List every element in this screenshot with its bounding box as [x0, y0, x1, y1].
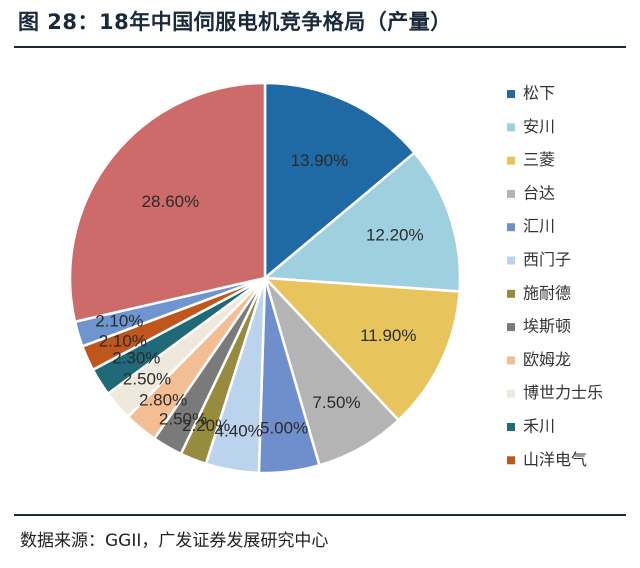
legend-swatch-10 — [507, 423, 515, 431]
slice-label-13: 28.60% — [142, 192, 200, 211]
legend-swatch-4 — [507, 223, 515, 232]
legend-label-6: 施耐德 — [523, 283, 571, 302]
slice-label-4: 5.00% — [260, 418, 308, 437]
title-rule — [14, 46, 626, 48]
figure-title: 图 28：18年中国伺服电机竞争格局（产量） — [18, 10, 452, 34]
source-note: 数据来源：GGII，广发证券发展研究中心 — [20, 531, 329, 551]
legend-swatch-11 — [507, 456, 515, 465]
legend-label-5: 西门子 — [523, 250, 571, 269]
legend-swatch-5 — [507, 256, 515, 265]
slice-label-6: 2.20% — [182, 416, 230, 435]
pie-slices — [68, 81, 462, 475]
pie-labels: 13.90%12.20%11.90%7.50%5.00%4.40%2.20%2.… — [95, 151, 423, 440]
legend-label-1: 安川 — [523, 117, 555, 136]
legend-label-8: 欧姆龙 — [523, 350, 571, 369]
pie-slice-0 — [263, 81, 417, 281]
slice-label-0: 13.90% — [291, 151, 349, 170]
legend-swatch-2 — [507, 156, 515, 165]
slice-label-10: 2.30% — [112, 349, 160, 368]
slice-label-8: 2.80% — [139, 391, 187, 410]
legend-label-10: 禾川 — [523, 417, 555, 436]
legend-label-3: 台达 — [523, 183, 555, 202]
slice-label-1: 12.20% — [366, 225, 424, 244]
slice-label-11: 2.10% — [99, 332, 147, 351]
slice-label-2: 11.90% — [360, 326, 416, 345]
source-rule — [14, 514, 626, 516]
legend-swatch-3 — [507, 189, 515, 198]
slice-label-5: 4.40% — [215, 421, 263, 440]
pie-slice-13 — [68, 81, 267, 324]
legend-label-11: 山洋电气 — [523, 450, 587, 469]
legend-label-7: 埃斯顿 — [523, 317, 571, 336]
legend-swatch-0 — [507, 90, 515, 98]
legend-swatch-8 — [507, 356, 515, 365]
legend-label-4: 汇川 — [523, 217, 555, 236]
slice-label-9: 2.50% — [123, 370, 171, 389]
slice-label-7: 2.50% — [159, 409, 207, 428]
legend-label-0: 松下 — [523, 84, 555, 103]
pie-slice-2 — [261, 276, 461, 422]
legend-label-2: 三菱 — [523, 150, 555, 169]
legend-swatch-7 — [507, 323, 515, 332]
legend-swatch-9 — [507, 389, 515, 398]
legend-swatch-1 — [507, 123, 515, 132]
pie-slice-1 — [261, 150, 462, 293]
legend-swatch-6 — [507, 289, 515, 298]
legend-label-9: 博世力士乐 — [523, 383, 603, 402]
slice-label-3: 7.50% — [312, 393, 360, 412]
slice-label-12: 2.10% — [95, 311, 143, 330]
